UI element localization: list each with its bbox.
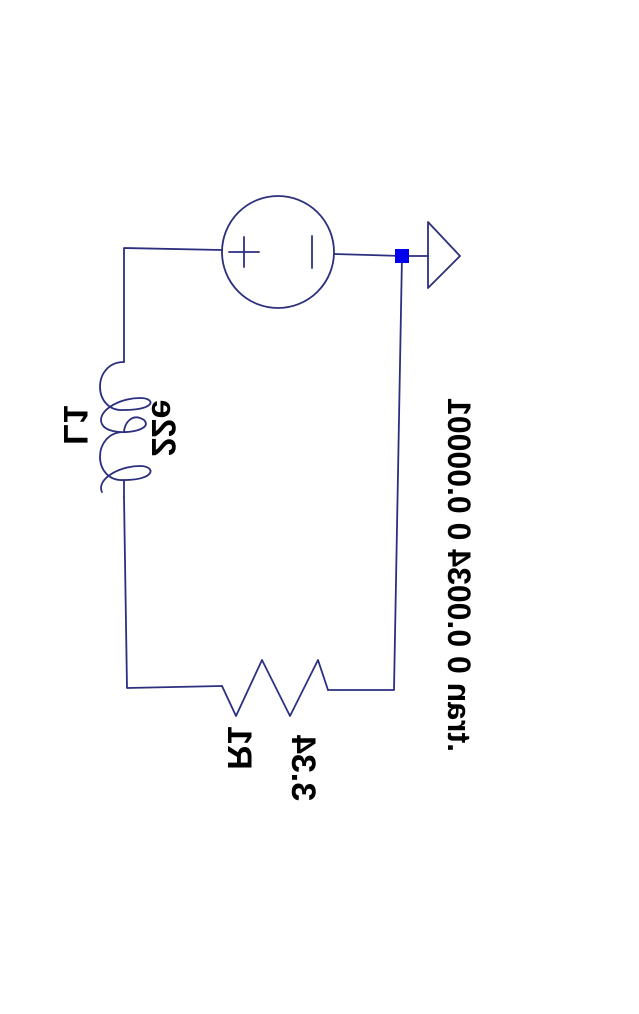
inductor-name-label: L1 — [56, 405, 94, 445]
wire-source-to-node[interactable] — [333, 253, 429, 257]
resistor-value-label: 3.34 — [284, 735, 322, 801]
voltage-source-body — [221, 195, 335, 309]
node-junction[interactable] — [395, 249, 409, 263]
voltage-source[interactable] — [221, 195, 335, 309]
resistor-zigzag-icon — [221, 659, 329, 717]
wire-top-left[interactable] — [123, 247, 223, 363]
inductor-l1[interactable] — [99, 361, 152, 498]
wire-bottom-right[interactable] — [327, 255, 403, 691]
spice-directive[interactable]: .tran 0 0.0034 0 0.00001 — [441, 398, 477, 752]
ground-icon[interactable] — [427, 221, 461, 289]
resistor-r1[interactable] — [221, 659, 329, 717]
resistor-name-label: R1 — [220, 726, 258, 769]
plus-sign-icon — [228, 236, 260, 268]
inductor-coil-icon — [99, 361, 152, 498]
wire-left[interactable] — [123, 496, 223, 689]
inductor-value-label: 22e — [144, 400, 182, 457]
